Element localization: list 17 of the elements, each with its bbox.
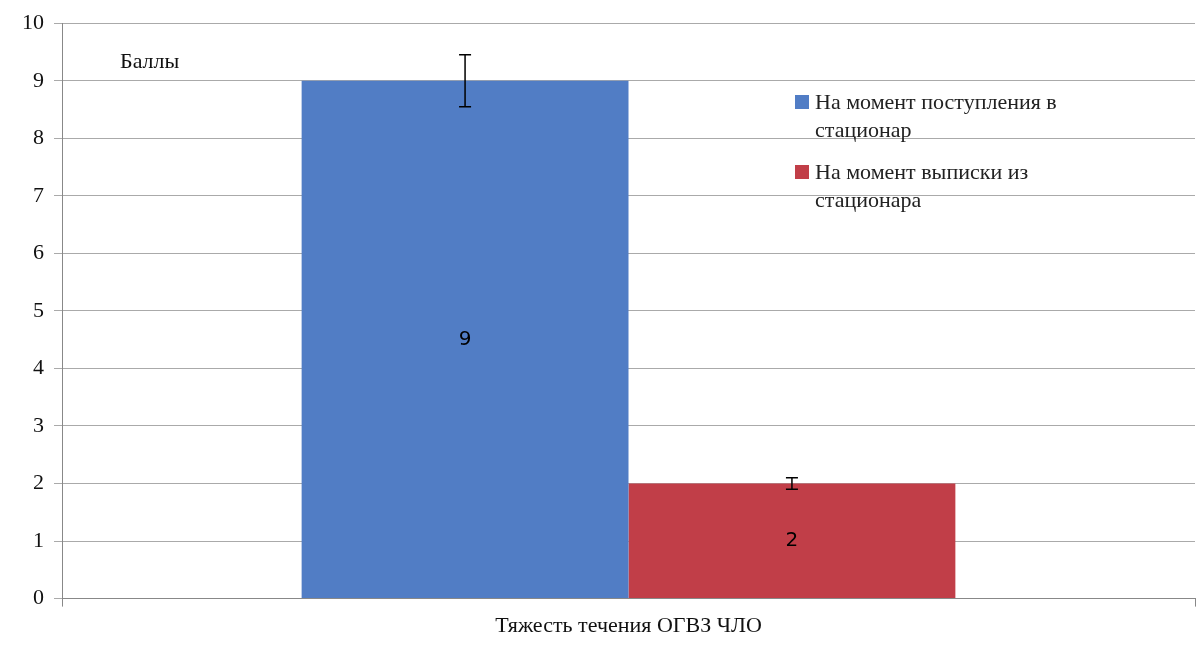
legend-label: На момент поступления в стационар	[815, 88, 1058, 144]
y-tick-label: 5	[33, 296, 44, 322]
x-tick-label: Тяжесть течения ОГВЗ ЧЛО	[495, 611, 762, 637]
y-tick-label: 6	[33, 239, 44, 265]
y-tick-label: 2	[33, 469, 44, 495]
y-axis-title: Баллы	[120, 47, 180, 73]
y-tick-label: 8	[33, 124, 44, 150]
y-tick-label: 3	[33, 411, 44, 437]
y-tick-label: 0	[33, 584, 44, 610]
y-tick-label: 1	[33, 526, 44, 552]
y-tick-label: 7	[33, 181, 44, 207]
y-tick-label: 4	[33, 354, 44, 380]
y-tick-label: 9	[33, 66, 44, 92]
data-label: 9	[458, 325, 472, 350]
legend-label: На момент выписки из стационара	[815, 158, 1030, 214]
y-tick-label: 10	[22, 8, 44, 34]
data-label: 2	[785, 527, 799, 552]
